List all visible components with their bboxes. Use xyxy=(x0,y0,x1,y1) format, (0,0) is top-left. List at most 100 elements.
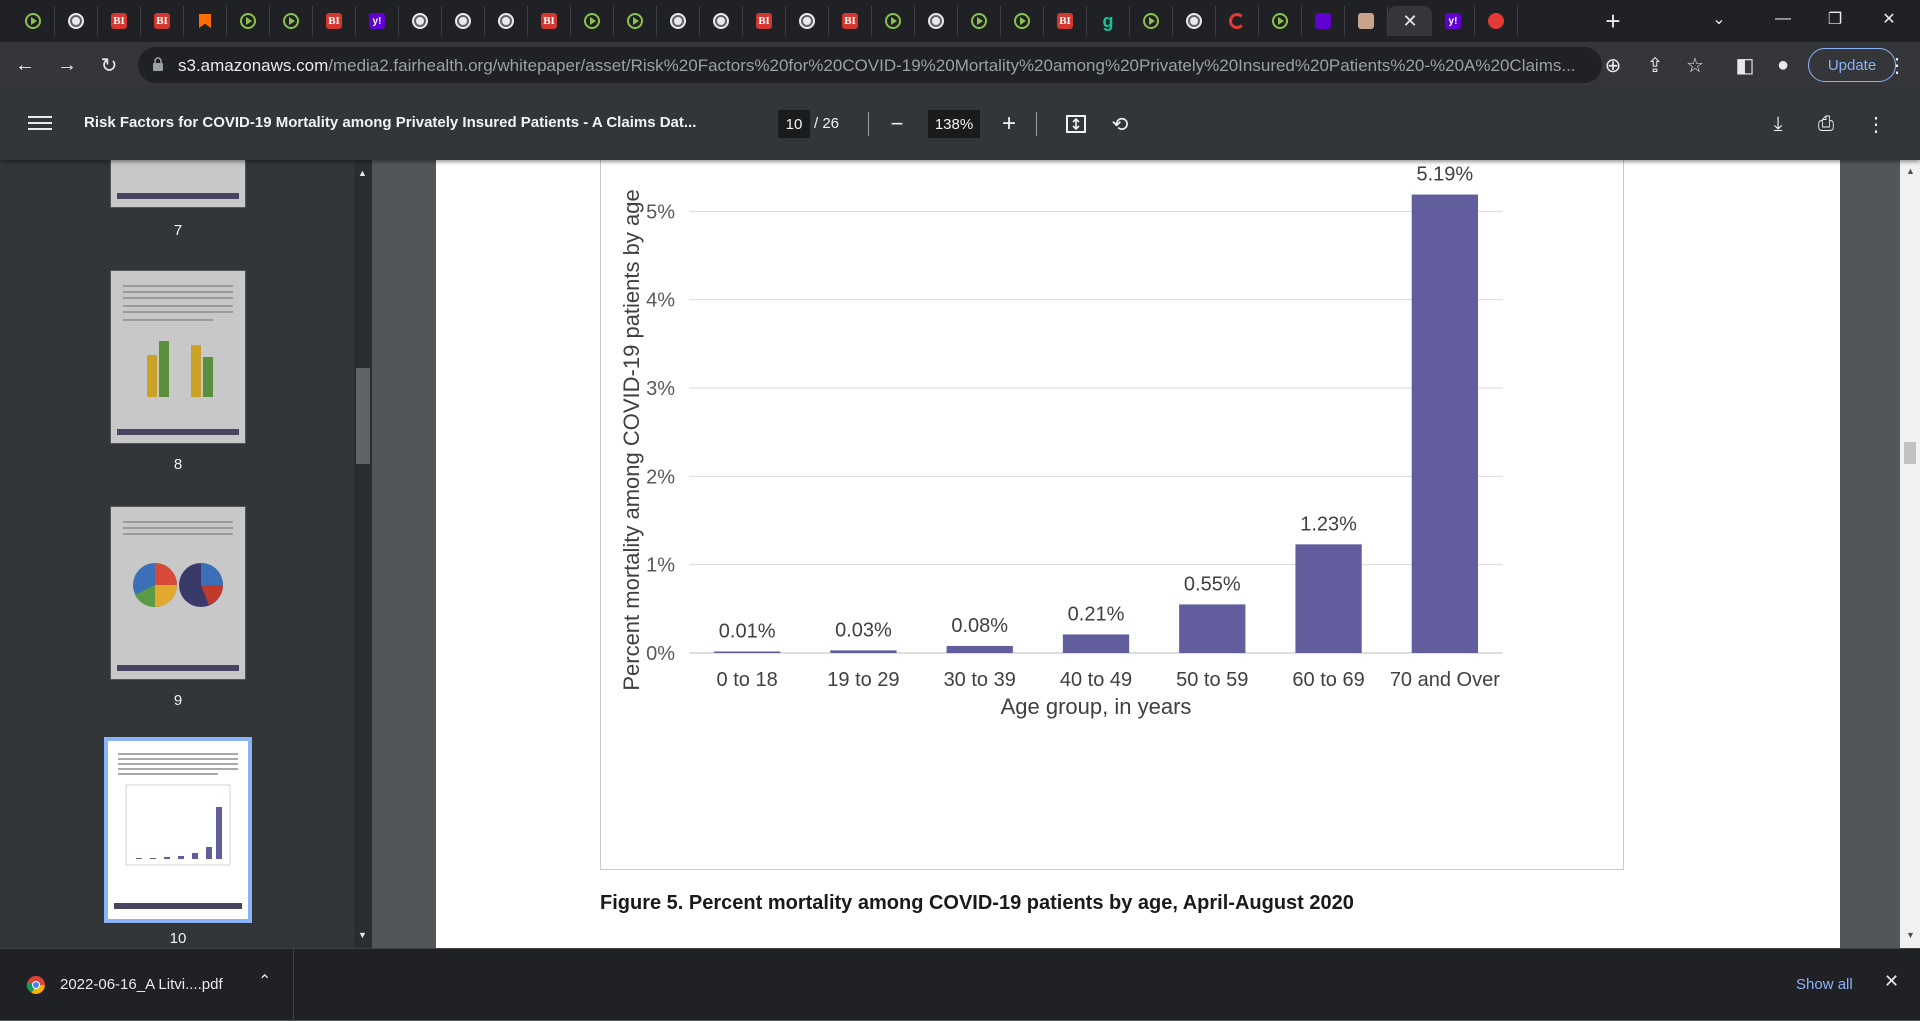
new-tab-button[interactable]: + xyxy=(1605,5,1621,36)
x-tick-label: 0 to 18 xyxy=(717,669,778,691)
browser-tab[interactable] xyxy=(1345,6,1388,36)
close-tab-icon[interactable]: ✕ xyxy=(1402,10,1418,31)
browser-tab[interactable] xyxy=(1259,6,1302,36)
globe-favicon-icon xyxy=(455,13,471,29)
zoom-icon[interactable]: ⊕ xyxy=(1604,54,1622,77)
data-label: 1.23% xyxy=(1300,513,1357,535)
x-tick-label: 30 to 39 xyxy=(944,669,1016,691)
browser-tab[interactable] xyxy=(485,6,528,36)
browser-tab[interactable] xyxy=(614,6,657,36)
browser-tab[interactable] xyxy=(270,6,313,36)
address-bar[interactable]: s3.amazonaws.com/media2.fairhealth.org/w… xyxy=(138,47,1602,83)
browser-tab[interactable] xyxy=(1216,6,1259,36)
browser-tab[interactable] xyxy=(1173,6,1216,36)
bi-favicon-icon: BI xyxy=(756,13,772,29)
browser-tab[interactable] xyxy=(915,6,958,36)
side-panel-icon[interactable]: ◧ xyxy=(1735,54,1755,77)
restore-button[interactable]: ❐ xyxy=(1827,11,1843,28)
back-icon[interactable]: ← xyxy=(15,53,35,76)
browser-tab[interactable] xyxy=(700,6,743,36)
browser-tab[interactable]: y! xyxy=(356,6,399,36)
main-scroll-thumb[interactable] xyxy=(1904,442,1916,464)
browser-tab[interactable] xyxy=(571,6,614,36)
browser-tab[interactable] xyxy=(184,6,227,36)
page-thumbnail-10-selected[interactable] xyxy=(104,737,252,923)
update-button[interactable]: Update xyxy=(1808,48,1896,82)
more-options-icon[interactable]: ⋮ xyxy=(1866,113,1886,136)
browser-tab[interactable] xyxy=(786,6,829,36)
scroll-up-icon[interactable]: ▲ xyxy=(1906,166,1915,176)
browser-tab[interactable] xyxy=(12,6,55,36)
close-download-bar-icon[interactable]: ✕ xyxy=(1884,971,1900,991)
share-icon[interactable]: ⇪ xyxy=(1646,54,1664,77)
scroll-down-icon[interactable]: ▼ xyxy=(358,930,367,940)
thumbnail-sidebar: 7 8 9 10 xyxy=(0,160,354,948)
browser-tab[interactable] xyxy=(1130,6,1173,36)
browser-tab[interactable]: y! xyxy=(1432,6,1475,36)
browser-tab[interactable]: BI xyxy=(829,6,872,36)
url-path: /media2.fairhealth.org/whitepaper/asset/… xyxy=(328,56,1576,75)
browser-tab[interactable] xyxy=(442,6,485,36)
page-number-input[interactable]: 10 xyxy=(778,110,810,138)
show-all-button[interactable]: Show all xyxy=(1796,976,1853,993)
forward-icon[interactable]: → xyxy=(57,53,77,76)
play-favicon-icon xyxy=(1272,13,1288,29)
browser-tab[interactable]: BI xyxy=(743,6,786,36)
page-thumbnail-9[interactable] xyxy=(110,506,246,680)
browser-tab[interactable] xyxy=(1302,6,1345,36)
browser-tab[interactable] xyxy=(872,6,915,36)
scroll-up-icon[interactable]: ▲ xyxy=(358,168,367,178)
browser-tab[interactable] xyxy=(227,6,270,36)
browser-tab[interactable] xyxy=(399,6,442,36)
bar xyxy=(1411,194,1478,654)
rotate-icon[interactable]: ⟲ xyxy=(1111,113,1129,136)
browser-tab[interactable]: BI xyxy=(98,6,141,36)
download-icon[interactable]: ⤓ xyxy=(1773,112,1783,135)
minimize-button[interactable]: — xyxy=(1775,10,1791,27)
close-window-button[interactable]: ✕ xyxy=(1882,11,1896,28)
thumbnail-label-9: 9 xyxy=(173,692,183,709)
tab-search-icon[interactable]: ⌄ xyxy=(1712,11,1726,28)
profile-icon[interactable]: ● xyxy=(1776,53,1790,76)
browser-tab[interactable] xyxy=(1475,6,1518,36)
reload-icon[interactable]: ↻ xyxy=(100,54,118,77)
sidebar-scroll-thumb[interactable] xyxy=(356,368,370,464)
bar xyxy=(714,651,781,653)
zoom-out-button[interactable]: − xyxy=(890,111,904,136)
page-thumbnail-8[interactable] xyxy=(110,270,246,444)
print-icon[interactable]: ⎙ xyxy=(1818,112,1834,135)
browser-menu-icon[interactable]: ⋮ xyxy=(1887,54,1907,77)
y-tick-label: 0% xyxy=(646,643,675,665)
sidebar-scrollbar[interactable]: ▲ ▼ xyxy=(354,160,372,948)
fit-page-icon[interactable] xyxy=(1062,110,1090,138)
browser-tab[interactable] xyxy=(657,6,700,36)
pdf-page: 0%1%2%3%4%5%6%0.01%0 to 180.03%19 to 290… xyxy=(436,160,1840,948)
zoom-level-input[interactable]: 138% xyxy=(928,110,980,138)
mail-favicon-icon xyxy=(1315,13,1331,29)
bar-chart: 0%1%2%3%4%5%6%0.01%0 to 180.03%19 to 290… xyxy=(619,164,1503,719)
browser-tab[interactable]: BI xyxy=(1044,6,1087,36)
browser-tab[interactable]: BI xyxy=(141,6,184,36)
url-text[interactable]: s3.amazonaws.com/media2.fairhealth.org/w… xyxy=(178,56,1588,76)
browser-tab[interactable]: g xyxy=(1087,6,1130,36)
browser-tab[interactable]: BI xyxy=(313,6,356,36)
bookmark-star-icon[interactable]: ☆ xyxy=(1686,54,1704,77)
browser-tab[interactable] xyxy=(55,6,98,36)
scroll-down-icon[interactable]: ▼ xyxy=(1906,930,1915,940)
chevron-up-icon[interactable]: ⌃ xyxy=(258,973,272,990)
page-thumbnail-7[interactable] xyxy=(110,160,246,208)
toolbar-divider xyxy=(868,112,869,136)
play-favicon-icon xyxy=(240,13,256,29)
url-host: s3.amazonaws.com xyxy=(178,56,329,75)
zoom-in-button[interactable]: + xyxy=(1001,110,1016,137)
main-scrollbar[interactable]: ▲ ▼ xyxy=(1900,160,1920,948)
browser-tab[interactable] xyxy=(958,6,1001,36)
browser-tab[interactable] xyxy=(1001,6,1044,36)
browser-tab[interactable]: BI xyxy=(528,6,571,36)
pdf-viewer[interactable]: 0%1%2%3%4%5%6%0.01%0 to 180.03%19 to 290… xyxy=(372,160,1900,948)
x-tick-label: 70 and Over xyxy=(1390,669,1500,691)
play-favicon-icon xyxy=(283,13,299,29)
sidebar-menu-icon[interactable] xyxy=(28,112,52,136)
download-item[interactable]: 2022-06-16_A Litvi....pdf ⌃ xyxy=(0,949,294,1021)
active-tab[interactable]: ✕ xyxy=(1388,6,1432,36)
